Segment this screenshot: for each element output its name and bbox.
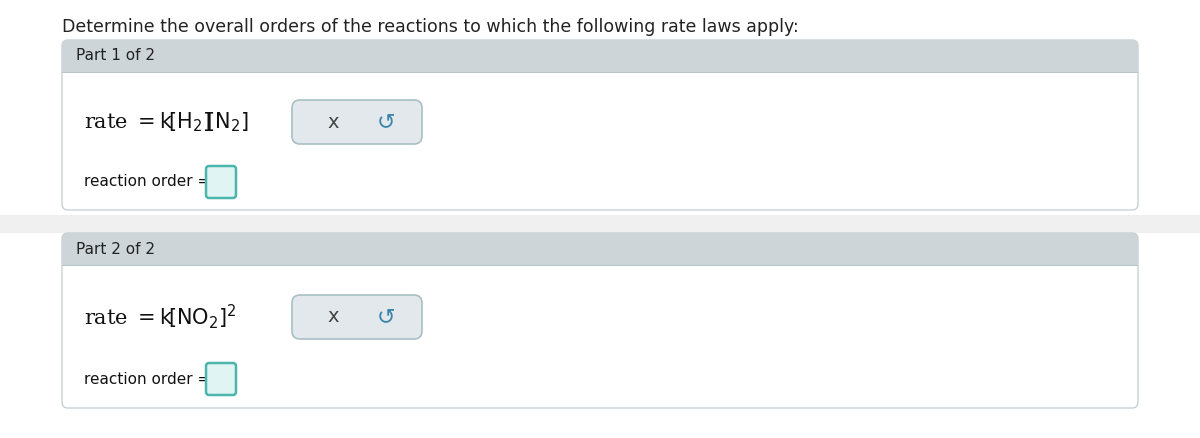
Bar — [62, 56, 1138, 72]
Text: Part 2 of 2: Part 2 of 2 — [76, 241, 155, 257]
Text: x: x — [328, 307, 340, 326]
Text: Part 1 of 2: Part 1 of 2 — [76, 49, 155, 64]
FancyBboxPatch shape — [62, 40, 1138, 72]
Bar — [62, 72, 1138, 73]
FancyBboxPatch shape — [292, 295, 422, 339]
FancyBboxPatch shape — [206, 166, 236, 198]
FancyBboxPatch shape — [206, 363, 236, 395]
FancyBboxPatch shape — [62, 233, 1138, 408]
Text: rate $= \mathrm{k}\!\left[\mathrm{H_2}\right]\!\left[\mathrm{N_2}\right]$: rate $= \mathrm{k}\!\left[\mathrm{H_2}\r… — [84, 110, 250, 134]
FancyBboxPatch shape — [292, 100, 422, 144]
Bar — [62, 249, 1138, 265]
Text: reaction order =: reaction order = — [84, 371, 210, 386]
Text: Determine the overall orders of the reactions to which the following rate laws a: Determine the overall orders of the reac… — [62, 18, 799, 36]
FancyBboxPatch shape — [62, 40, 1138, 210]
Text: x: x — [328, 113, 340, 131]
Text: reaction order =: reaction order = — [84, 174, 210, 190]
Text: ↺: ↺ — [377, 307, 395, 327]
Text: rate $= \mathrm{k}\!\left[\mathrm{NO_2}\right]^2$: rate $= \mathrm{k}\!\left[\mathrm{NO_2}\… — [84, 303, 236, 332]
Text: ↺: ↺ — [377, 112, 395, 132]
FancyBboxPatch shape — [62, 233, 1138, 265]
Bar — [0, 215, 1200, 233]
Bar — [62, 265, 1138, 266]
